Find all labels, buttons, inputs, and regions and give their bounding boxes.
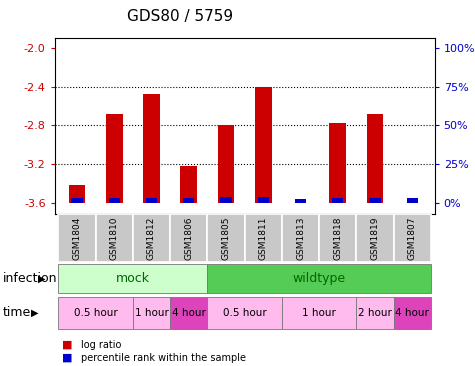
Bar — [133, 214, 170, 262]
Bar — [146, 198, 157, 202]
Text: ▶: ▶ — [38, 273, 45, 284]
Bar — [257, 197, 269, 202]
Text: time: time — [2, 306, 30, 319]
Text: 4 hour: 4 hour — [395, 308, 429, 318]
Text: mock: mock — [116, 272, 150, 285]
Bar — [208, 214, 245, 262]
Bar — [58, 264, 208, 293]
Bar — [394, 214, 431, 262]
Text: 4 hour: 4 hour — [172, 308, 206, 318]
Bar — [245, 214, 282, 262]
Bar — [220, 197, 232, 202]
Text: ■: ■ — [62, 340, 72, 350]
Bar — [106, 114, 123, 202]
Text: wildtype: wildtype — [293, 272, 346, 285]
Bar — [95, 214, 133, 262]
Text: 1 hour: 1 hour — [134, 308, 169, 318]
Text: GSM1806: GSM1806 — [184, 216, 193, 259]
Text: ▶: ▶ — [31, 308, 39, 318]
Text: ■: ■ — [62, 353, 72, 363]
Bar — [356, 297, 394, 329]
Text: GSM1813: GSM1813 — [296, 216, 305, 259]
Text: 2 hour: 2 hour — [358, 308, 392, 318]
Bar — [58, 214, 95, 262]
Text: infection: infection — [2, 272, 57, 285]
Text: GDS80 / 5759: GDS80 / 5759 — [127, 9, 234, 24]
Bar — [183, 198, 194, 202]
Text: 1 hour: 1 hour — [302, 308, 336, 318]
Text: GSM1811: GSM1811 — [259, 216, 268, 259]
Bar — [71, 198, 83, 202]
Bar — [319, 214, 356, 262]
Bar — [356, 214, 394, 262]
Bar — [282, 214, 319, 262]
Text: GSM1819: GSM1819 — [370, 216, 380, 259]
Text: GSM1810: GSM1810 — [110, 216, 119, 259]
Text: GSM1812: GSM1812 — [147, 216, 156, 259]
Bar — [332, 198, 343, 202]
Bar — [58, 297, 133, 329]
Text: GSM1818: GSM1818 — [333, 216, 342, 259]
Bar — [133, 297, 170, 329]
Text: GSM1805: GSM1805 — [221, 216, 230, 259]
Bar — [282, 297, 356, 329]
Text: log ratio: log ratio — [81, 340, 121, 350]
Bar — [109, 198, 120, 202]
Text: 0.5 hour: 0.5 hour — [74, 308, 117, 318]
Text: GSM1804: GSM1804 — [73, 216, 82, 259]
Bar — [367, 114, 383, 202]
Bar — [394, 297, 431, 329]
Bar — [295, 199, 306, 202]
Bar — [68, 185, 86, 202]
Bar — [143, 94, 160, 202]
Bar — [170, 297, 208, 329]
Text: percentile rank within the sample: percentile rank within the sample — [81, 353, 246, 363]
Bar — [218, 125, 234, 202]
Bar — [208, 264, 431, 293]
Bar — [407, 198, 418, 202]
Text: 0.5 hour: 0.5 hour — [223, 308, 266, 318]
Bar — [208, 297, 282, 329]
Bar — [329, 123, 346, 202]
Text: GSM1807: GSM1807 — [408, 216, 417, 259]
Bar — [170, 214, 208, 262]
Bar — [370, 198, 380, 202]
Bar — [180, 166, 197, 202]
Bar — [255, 87, 272, 202]
